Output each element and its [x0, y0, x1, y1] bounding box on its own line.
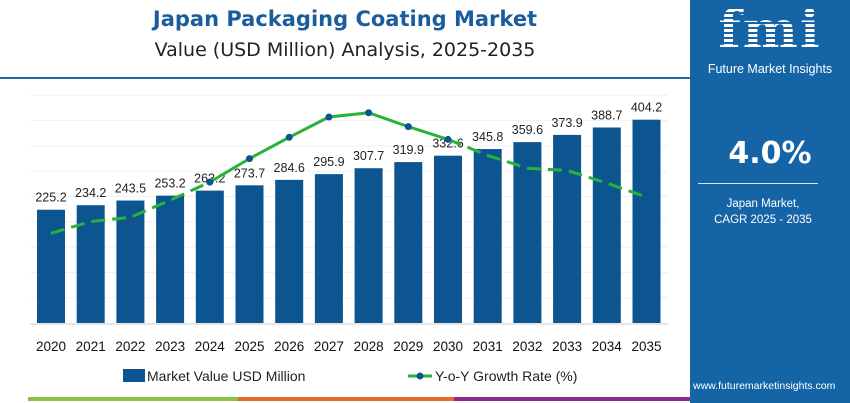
- bar-2020: [37, 209, 65, 323]
- legend-bar-swatch: [123, 369, 145, 382]
- chart-title: Japan Packaging Coating Market: [152, 7, 538, 31]
- cagr-value: 4.0%: [728, 136, 812, 171]
- tick-label-2020: 2020: [36, 339, 66, 354]
- bar-2031: [473, 149, 502, 323]
- bar-2023: [156, 195, 185, 323]
- data-label-2028: 307.7: [353, 149, 384, 163]
- bar-2022: [116, 200, 145, 323]
- growth-point-2028: [365, 109, 373, 117]
- data-label-2031: 345.8: [472, 130, 503, 144]
- strip-green: [28, 397, 238, 401]
- strip-orange: [238, 397, 454, 401]
- data-label-2034: 388.7: [591, 108, 622, 122]
- data-label-2021: 234.2: [75, 186, 106, 200]
- bar-2025: [235, 185, 264, 323]
- tick-label-2022: 2022: [115, 339, 145, 354]
- tick-label-2021: 2021: [76, 339, 106, 354]
- data-label-2027: 295.9: [313, 155, 344, 169]
- legend-line-marker: [416, 372, 424, 380]
- panel-divider: [698, 183, 818, 184]
- tick-label-2028: 2028: [354, 339, 384, 354]
- growth-point-2030: [444, 135, 452, 143]
- cagr-label: Japan Market, CAGR 2025 - 2035: [690, 196, 836, 228]
- legend-line-label: Y-o-Y Growth Rate (%): [435, 368, 577, 384]
- legend-bar-label: Market Value USD Million: [147, 368, 305, 384]
- tick-label-2035: 2035: [631, 339, 661, 354]
- bar-2028: [354, 168, 383, 323]
- data-label-2022: 243.5: [115, 182, 146, 196]
- growth-point-2026: [285, 133, 293, 141]
- data-label-2030: 332.6: [432, 137, 463, 151]
- bar-2027: [314, 174, 343, 323]
- header-divider: [0, 77, 690, 79]
- summary-panel: fmi Future Market Insights 4.0% Japan Ma…: [690, 0, 850, 403]
- tick-label-2025: 2025: [234, 339, 264, 354]
- growth-point-2024: [206, 178, 214, 186]
- tick-label-2033: 2033: [552, 339, 582, 354]
- growth-line-dashed-end: [447, 138, 647, 199]
- data-label-2035: 404.2: [631, 101, 662, 115]
- bar-2035: [632, 119, 661, 323]
- tick-label-2027: 2027: [314, 339, 344, 354]
- data-label-2026: 284.6: [274, 161, 305, 175]
- bar-2029: [394, 162, 423, 323]
- chart: 225.22020234.22021243.52022253.22023263.…: [30, 94, 668, 384]
- data-label-2029: 319.9: [393, 143, 424, 157]
- data-label-2025: 273.7: [234, 166, 265, 180]
- growth-line-dashed-start: [50, 180, 211, 235]
- period-label: CAGR 2025 - 2035: [714, 214, 812, 226]
- tick-label-2029: 2029: [393, 339, 423, 354]
- fmi-logo: fmi: [690, 4, 850, 58]
- data-label-2032: 359.6: [512, 123, 543, 137]
- bar-2030: [434, 155, 462, 323]
- bar-2033: [553, 134, 582, 323]
- growth-point-2029: [404, 123, 412, 131]
- website-link[interactable]: www.futuremarketinsights.com: [693, 380, 836, 392]
- growth-point-2025: [246, 155, 253, 163]
- tick-label-2023: 2023: [155, 339, 185, 354]
- data-label-2023: 253.2: [154, 177, 185, 191]
- bar-2034: [592, 127, 621, 323]
- tick-label-2031: 2031: [473, 339, 503, 354]
- data-label-2020: 225.2: [35, 191, 66, 205]
- data-label-2033: 373.9: [551, 116, 582, 130]
- bar-2021: [76, 205, 105, 323]
- brand-name: Future Market Insights: [707, 62, 833, 76]
- tick-label-2034: 2034: [592, 339, 623, 354]
- growth-point-2027: [325, 113, 333, 121]
- market-label: Japan Market,: [726, 198, 800, 210]
- tick-label-2030: 2030: [433, 339, 463, 354]
- bar-2032: [513, 142, 542, 323]
- tick-label-2024: 2024: [195, 339, 226, 354]
- bar-2026: [275, 179, 304, 323]
- tick-label-2026: 2026: [274, 339, 304, 354]
- chart-subtitle: Value (USD Million) Analysis, 2025-2035: [154, 39, 536, 61]
- bar-2024: [195, 190, 224, 323]
- strip-purple: [454, 397, 690, 401]
- tick-label-2032: 2032: [512, 339, 542, 354]
